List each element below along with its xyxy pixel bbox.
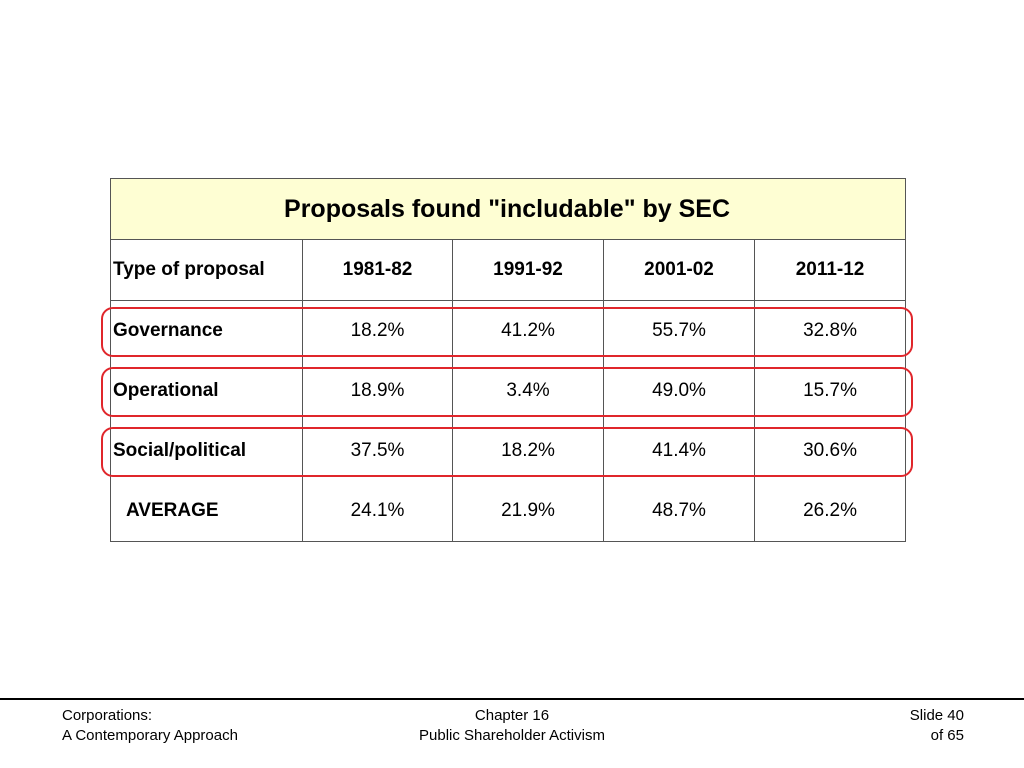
table-cell: 24.1% bbox=[302, 481, 453, 542]
table-cell: 48.7% bbox=[603, 481, 755, 542]
footer-chapter-number: Chapter 16 bbox=[474, 707, 550, 724]
footer-chapter-title: Public Shareholder Activism bbox=[419, 727, 605, 744]
footer-slide-number: Slide 40 of 65 bbox=[910, 706, 964, 746]
table-title: Proposals found "includable" by SEC bbox=[109, 178, 907, 240]
table-cell: 18.2% bbox=[302, 300, 453, 361]
table-cell: 3.4% bbox=[452, 361, 604, 421]
row-label: Governance bbox=[110, 300, 303, 361]
row-label: Social/political bbox=[110, 421, 303, 481]
header-period: 2011-12 bbox=[753, 239, 907, 301]
footer-chapter: Chapter 16 Public Shareholder Activism bbox=[362, 706, 662, 746]
table-title-text: Proposals found "includable" by SEC bbox=[284, 194, 731, 223]
table-header-row: Type of proposal 1981-82 1991-92 2001-02… bbox=[110, 239, 907, 301]
table-cell: 15.7% bbox=[753, 361, 907, 421]
header-period: 2001-02 bbox=[603, 239, 755, 301]
table-row-operational: Operational 18.9% 3.4% 49.0% 15.7% bbox=[110, 361, 907, 421]
table-cell: 32.8% bbox=[753, 300, 907, 361]
footer-slide-total: of 65 bbox=[930, 727, 964, 744]
row-label-average: AVERAGE bbox=[110, 481, 303, 542]
table-cell: 26.2% bbox=[753, 481, 907, 542]
footer-slide-current: Slide 40 bbox=[909, 707, 964, 724]
proposals-table: Proposals found "includable" by SEC Type… bbox=[109, 178, 907, 542]
table-cell: 41.4% bbox=[603, 421, 755, 481]
footer-book-title-line2: A Contemporary Approach bbox=[62, 727, 238, 744]
footer-book-title: Corporations: A Contemporary Approach bbox=[62, 706, 238, 746]
table-cell: 55.7% bbox=[603, 300, 755, 361]
table-cell: 49.0% bbox=[603, 361, 755, 421]
table-cell: 18.2% bbox=[452, 421, 604, 481]
table-title-row: Proposals found "includable" by SEC bbox=[109, 178, 907, 240]
table-row-social-political: Social/political 37.5% 18.2% 41.4% 30.6% bbox=[110, 421, 907, 481]
row-label: Operational bbox=[110, 361, 303, 421]
footer-divider bbox=[0, 698, 1024, 700]
table-cell: 30.6% bbox=[753, 421, 907, 481]
table-row-average: AVERAGE 24.1% 21.9% 48.7% 26.2% bbox=[110, 481, 907, 542]
footer-book-title-line1: Corporations: bbox=[62, 707, 153, 724]
table-cell: 41.2% bbox=[452, 300, 604, 361]
header-period: 1981-82 bbox=[302, 239, 453, 301]
table-cell: 21.9% bbox=[452, 481, 604, 542]
header-period: 1991-92 bbox=[452, 239, 604, 301]
table-cell: 18.9% bbox=[302, 361, 453, 421]
table-cell: 37.5% bbox=[302, 421, 453, 481]
header-type-of-proposal: Type of proposal bbox=[110, 239, 303, 301]
table-row-governance: Governance 18.2% 41.2% 55.7% 32.8% bbox=[110, 300, 907, 361]
